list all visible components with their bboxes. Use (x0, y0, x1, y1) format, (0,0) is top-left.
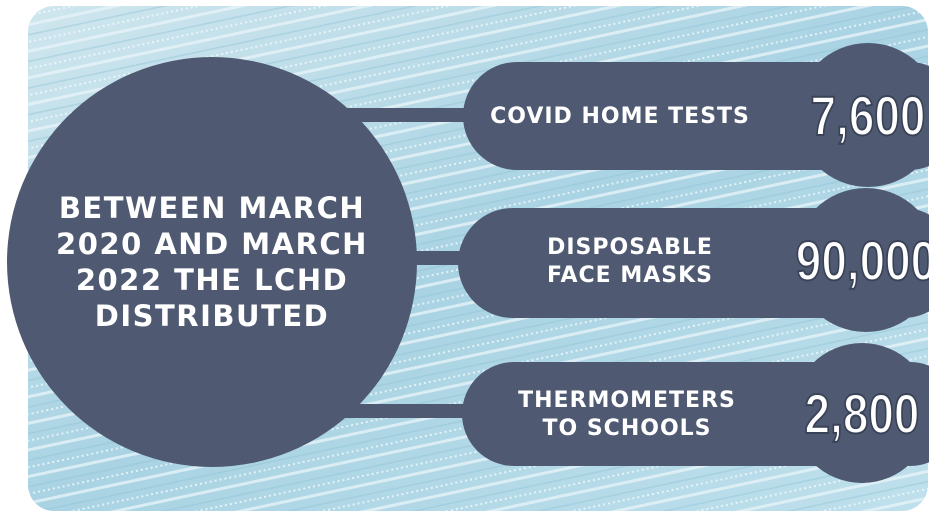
item-label-line: TO SCHOOLS (542, 416, 711, 441)
item-label: DISPOSABLE FACE MASKS (547, 235, 713, 288)
item-label-line: COVID HOME TESTS (490, 104, 750, 129)
item-label-line: DISPOSABLE (547, 235, 713, 260)
item-label: THERMOMETERS TO SCHOOLS (518, 388, 736, 441)
item-label-line: THERMOMETERS (518, 388, 736, 413)
item-number: 7,600 (811, 85, 926, 147)
intro-line: DISTRIBUTED (95, 299, 329, 333)
intro-circle (7, 57, 417, 467)
pills (458, 43, 929, 483)
item-number: 2,800 (805, 383, 920, 445)
intro-line: 2022 THE LCHD (76, 263, 348, 297)
items: COVID HOME TESTS 7,600 DISPOSABLE FACE MASK… (490, 84, 929, 446)
item-label: COVID HOME TESTS (490, 104, 750, 129)
intro-text: BETWEEN MARCH 2020 AND MARCH 2022 THE LCHD… (56, 191, 368, 333)
intro-line: 2020 AND MARCH (56, 227, 368, 261)
intro-line: BETWEEN MARCH (59, 191, 365, 225)
item-label-line: FACE MASKS (547, 263, 713, 288)
item-number: 90,000 (796, 230, 929, 292)
